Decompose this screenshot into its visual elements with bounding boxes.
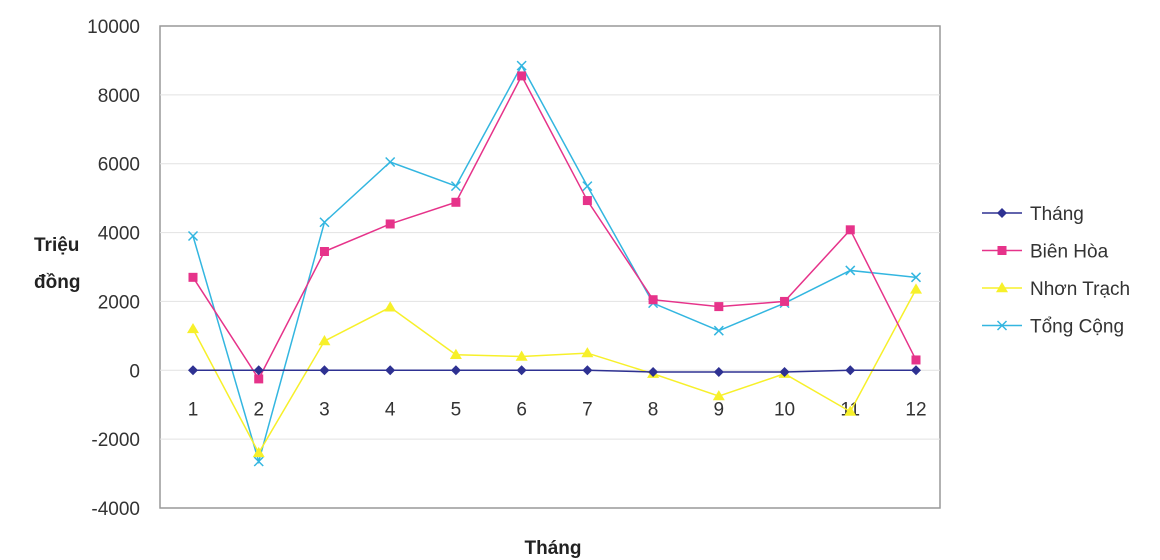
x-tick-label: 10 (774, 399, 795, 420)
data-point (714, 302, 724, 312)
y-tick-label: 4000 (98, 224, 140, 245)
data-point (713, 325, 724, 336)
x-axis-tick-labels: 123456789101112 (188, 399, 927, 420)
series-2 (188, 71, 921, 384)
data-point (450, 365, 461, 376)
legend-item: Nhơn Trạch (982, 279, 1130, 300)
legend-marker (996, 282, 1008, 293)
data-point (319, 365, 330, 376)
data-point (582, 196, 592, 206)
data-point (254, 374, 264, 384)
data-point (384, 301, 397, 312)
series-1 (188, 365, 921, 378)
legend-item: Tổng Cộng (982, 317, 1124, 338)
data-point (385, 219, 395, 229)
series-layer (187, 60, 922, 467)
data-point (385, 365, 396, 376)
data-point (517, 71, 527, 81)
x-tick-label: 12 (905, 399, 926, 420)
data-point (385, 156, 396, 168)
legend-label: Biên Hòa (1030, 242, 1109, 263)
data-point (911, 355, 921, 365)
data-point (712, 390, 725, 401)
data-point (319, 247, 329, 257)
data-point (648, 367, 659, 378)
x-axis-title: Tháng (525, 538, 582, 559)
x-tick-label: 6 (516, 399, 527, 420)
y-tick-label: 0 (129, 361, 140, 382)
legend-label: Tổng Cộng (1030, 317, 1124, 338)
data-point (844, 405, 857, 416)
x-tick-label: 8 (648, 399, 659, 420)
data-point (318, 335, 331, 346)
data-point (581, 347, 594, 358)
x-tick-label: 2 (253, 399, 264, 420)
plot-area (159, 25, 941, 509)
y-axis-tick-labels: -4000 -2000 0 2000 4000 6000 8000 10000 (87, 17, 140, 520)
data-point (449, 348, 462, 359)
data-point (253, 365, 264, 376)
y-tick-label: -4000 (91, 499, 140, 520)
legend-marker (997, 208, 1007, 218)
x-tick-label: 1 (188, 399, 199, 420)
data-point (648, 295, 658, 305)
data-point (450, 181, 461, 192)
y-axis-title-line-2: đồng (34, 272, 80, 293)
y-tick-label: 8000 (98, 86, 140, 107)
data-point (713, 367, 724, 378)
data-point (911, 365, 921, 376)
data-point (910, 283, 922, 294)
y-tick-label: -2000 (91, 430, 140, 451)
x-tick-label: 3 (319, 399, 330, 420)
data-point (253, 456, 264, 467)
y-tick-label: 6000 (98, 155, 140, 176)
data-point (845, 365, 856, 376)
data-point (187, 230, 199, 242)
data-point (188, 272, 198, 282)
y-tick-label: 10000 (87, 17, 140, 38)
data-point (188, 365, 198, 376)
legend-label: Tháng (1030, 204, 1084, 225)
data-point (516, 365, 527, 376)
series-3 (187, 283, 922, 458)
data-point (451, 197, 461, 207)
series-line (192, 74, 917, 381)
data-point (515, 350, 528, 361)
y-tick-label: 2000 (98, 292, 140, 313)
y-axis-title-line-1: Triệu (34, 235, 79, 256)
data-point (845, 225, 855, 235)
legend: Tháng Biên Hòa Nhơn Trạch Tổng Cộng (982, 204, 1130, 338)
data-point (187, 322, 199, 334)
legend-item: Tháng (982, 204, 1084, 225)
data-point (779, 367, 790, 378)
legend-label: Nhơn Trạch (1030, 279, 1130, 300)
series-line (192, 64, 917, 465)
legend-marker (996, 320, 1008, 331)
data-point (516, 60, 527, 71)
x-tick-label: 9 (714, 399, 725, 420)
legend-item: Biên Hòa (982, 242, 1109, 263)
series-line (192, 289, 917, 455)
data-point (582, 181, 593, 192)
x-tick-label: 5 (451, 399, 462, 420)
data-point (582, 365, 593, 376)
series-line (193, 369, 916, 373)
legend-marker (997, 246, 1007, 255)
series-4 (187, 60, 922, 467)
data-point (910, 272, 922, 283)
data-point (319, 217, 330, 228)
x-tick-label: 7 (582, 399, 593, 420)
x-tick-label: 4 (385, 399, 396, 420)
data-point (845, 265, 856, 276)
data-point (252, 446, 265, 458)
data-point (780, 296, 790, 306)
